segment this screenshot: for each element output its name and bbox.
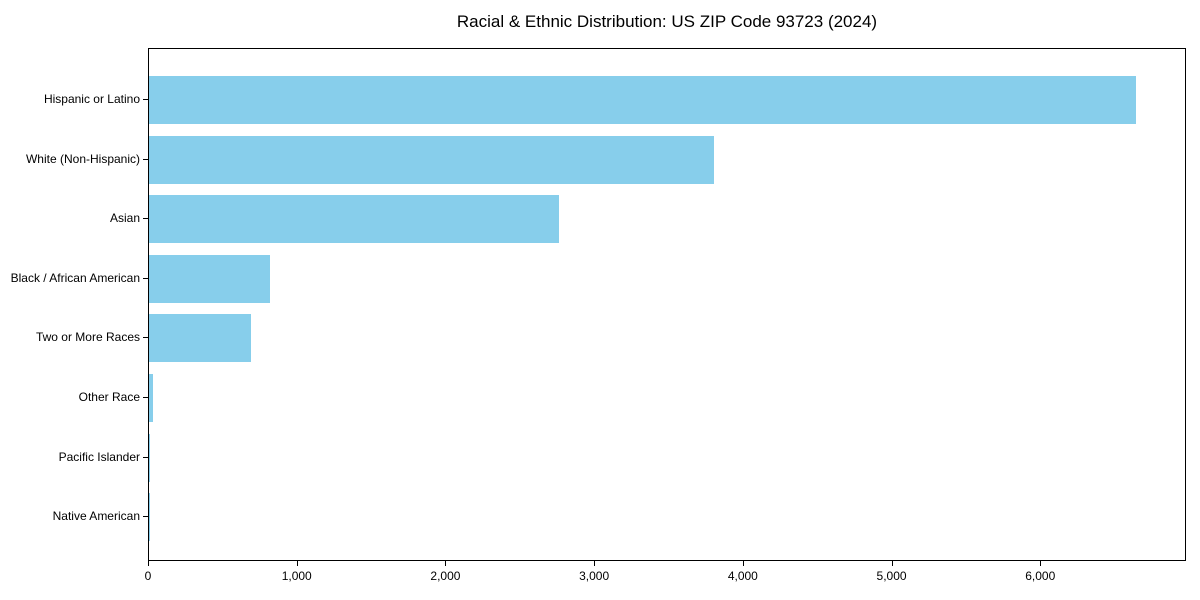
x-tick-mark <box>742 561 744 566</box>
y-tick-label: Hispanic or Latino <box>43 92 140 106</box>
y-tick-mark <box>143 277 148 279</box>
x-tick-label: 6,000 <box>1025 569 1056 583</box>
y-tick-label: Two or More Races <box>35 330 140 345</box>
y-tick-mark <box>143 337 148 339</box>
plot-area <box>148 48 1186 561</box>
x-tick-label: 4,000 <box>727 569 758 583</box>
bar <box>149 195 559 244</box>
x-tick-label: 3,000 <box>579 569 610 583</box>
bar <box>149 374 153 422</box>
y-tick-label: White (Non-Hispanic) <box>25 151 140 166</box>
y-tick-label: Black / African American <box>10 270 140 285</box>
chart-title: Racial & Ethnic Distribution: US ZIP Cod… <box>456 12 878 31</box>
y-tick-mark <box>143 158 148 160</box>
y-tick-label: Other Race <box>78 390 140 404</box>
bar <box>149 135 715 184</box>
bar <box>149 76 1137 124</box>
bar <box>149 314 251 363</box>
x-tick-label: 0 <box>144 569 152 583</box>
y-tick-mark <box>143 397 148 398</box>
y-tick-label: Native American <box>52 509 140 524</box>
bar <box>149 254 270 303</box>
x-tick-mark <box>445 561 447 566</box>
x-tick-mark <box>1040 561 1042 566</box>
y-tick-mark <box>143 99 148 100</box>
x-tick-mark <box>296 561 298 566</box>
x-tick-label: 5,000 <box>876 569 907 583</box>
y-tick-mark <box>143 456 148 458</box>
x-tick-label: 1,000 <box>281 569 312 583</box>
x-tick-mark <box>594 561 596 566</box>
x-tick-mark <box>148 561 149 566</box>
y-tick-mark <box>143 516 148 518</box>
y-tick-label: Pacific Islander <box>58 449 140 464</box>
y-tick-mark <box>143 218 148 220</box>
x-tick-mark <box>891 561 893 566</box>
x-tick-label: 2,000 <box>430 569 461 583</box>
y-tick-label: Asian <box>109 211 140 226</box>
bar <box>149 433 151 482</box>
